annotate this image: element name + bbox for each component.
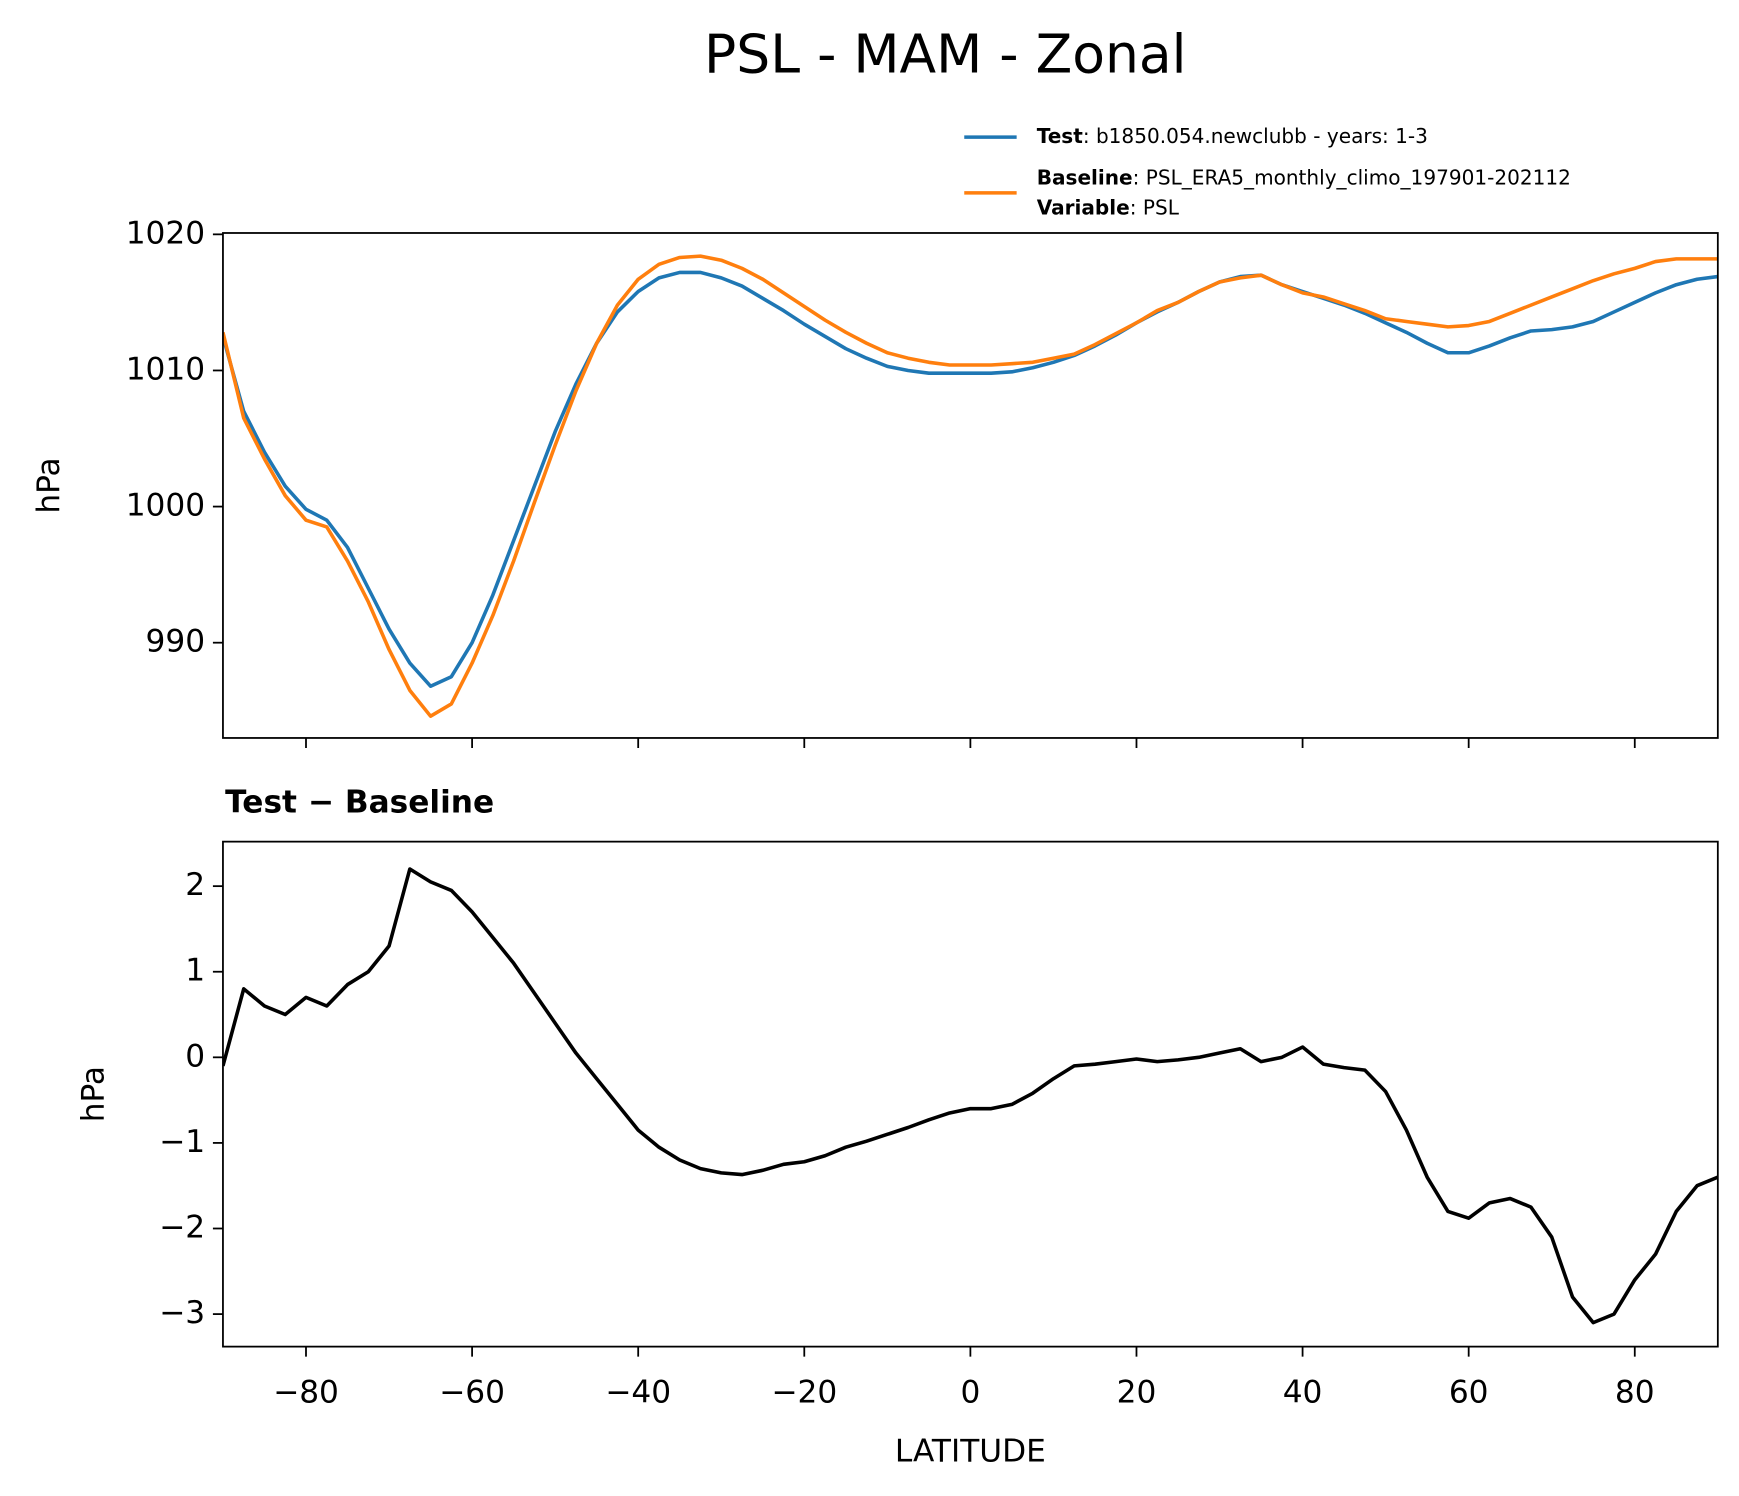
y-tick-label: 1020 [126,215,205,251]
y-axis-label: hPa [76,1066,112,1122]
legend-text: : PSL [1130,195,1180,219]
x-tick-label: 0 [960,1374,980,1410]
axes-frame [222,840,1719,1348]
y-tick-label: 1000 [126,488,205,524]
legend-key: Test [1037,124,1084,148]
legend-key: Variable [1037,195,1130,219]
y-tick-label: −3 [159,1295,205,1331]
y-tick-label: −2 [159,1210,205,1246]
data-line [222,254,1718,718]
y-tick-label: 1 [185,953,205,989]
data-line [222,867,1718,1325]
x-tick-label: −80 [273,1374,339,1410]
legend-label: Variable: PSL [1037,195,1180,219]
x-tick-label: 20 [1117,1374,1157,1410]
x-tick-label: 60 [1449,1374,1489,1410]
axes-frame [222,232,1719,739]
legend-label: Baseline: PSL_ERA5_monthly_climo_197901-… [1037,165,1571,189]
x-tick-label: −60 [439,1374,505,1410]
x-tick-label: 80 [1615,1374,1655,1410]
y-tick-label: −1 [159,1124,205,1160]
legend-key: Baseline [1037,165,1133,189]
x-tick-label: 40 [1283,1374,1323,1410]
y-axis-label: hPa [31,457,67,513]
x-tick-label: −40 [605,1374,671,1410]
y-tick-label: 0 [185,1038,205,1074]
x-axis-label: LATITUDE [895,1434,1046,1470]
axes-title: Test − Baseline [225,785,494,821]
y-tick-label: 2 [185,867,205,903]
data-line [222,270,1718,689]
legend-text: : PSL_ERA5_monthly_climo_197901-202112 [1133,165,1571,189]
y-tick-label: 990 [146,624,206,660]
legend-label: Test: b1850.054.newclubb - years: 1-3 [1037,124,1428,148]
y-tick-label: 1010 [126,351,205,387]
legend-text: : b1850.054.newclubb - years: 1-3 [1083,124,1428,148]
figure-title: PSL - MAM - Zonal [704,23,1187,86]
x-tick-label: −20 [771,1374,837,1410]
